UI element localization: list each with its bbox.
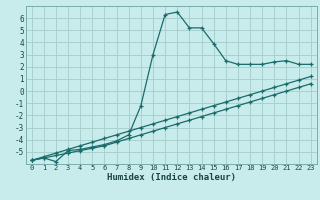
X-axis label: Humidex (Indice chaleur): Humidex (Indice chaleur) bbox=[107, 173, 236, 182]
